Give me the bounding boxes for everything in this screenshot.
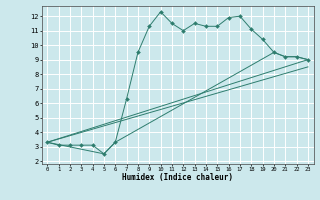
X-axis label: Humidex (Indice chaleur): Humidex (Indice chaleur) [122,173,233,182]
